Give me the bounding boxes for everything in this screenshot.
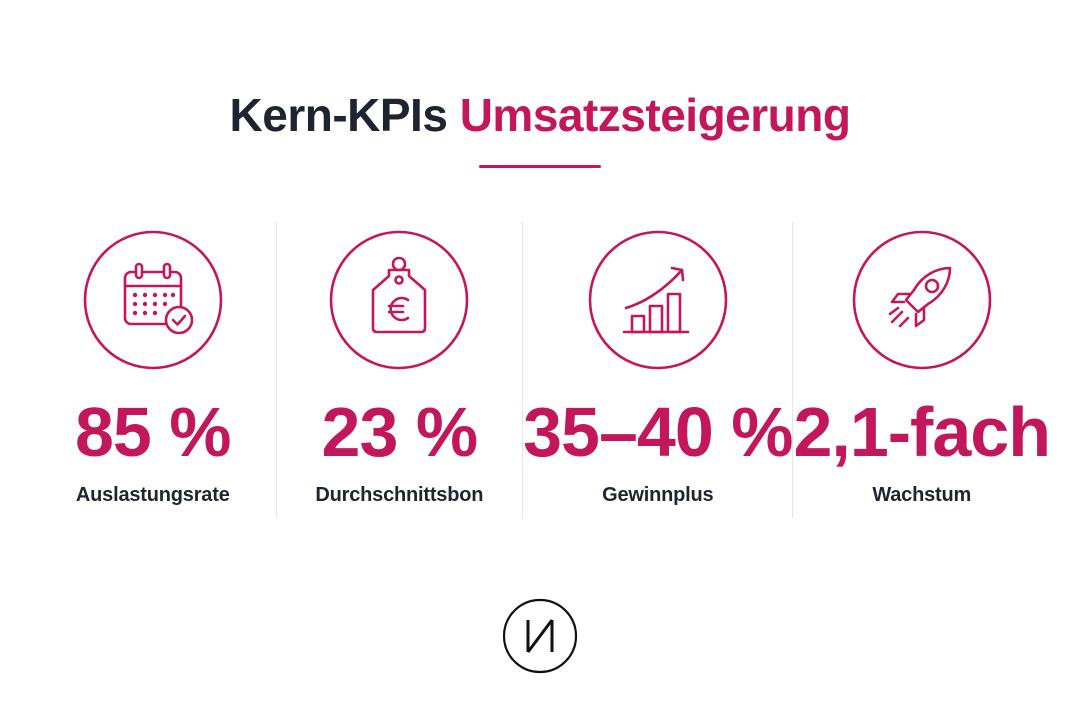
kpi-card-auslastungsrate: 85 % Auslastungsrate	[30, 222, 276, 518]
title-main: Kern-KPIs	[229, 89, 448, 141]
kpi-card-gewinnplus: 35–40 % Gewinnplus	[522, 222, 793, 518]
calendar-check-icon	[83, 230, 223, 370]
kpi-card-durchschnittsbon: 23 % Durchschnittsbon	[275, 222, 523, 518]
title-underline	[479, 165, 601, 168]
kpi-label: Gewinnplus	[602, 484, 714, 506]
kpi-label: Durchschnittsbon	[315, 484, 484, 506]
kpi-value: 2,1-fach	[793, 393, 1051, 471]
growth-chart-icon	[588, 230, 728, 370]
kpi-value: 85 %	[74, 393, 232, 471]
title-accent: Umsatzsteigerung	[459, 89, 851, 141]
kpi-label: Wachstum	[872, 484, 972, 506]
euro-price-tag-icon	[329, 230, 469, 370]
kpi-card-wachstum: 2,1-fach Wachstum	[792, 222, 1051, 518]
page-title: Kern-KPIs Umsatzsteigerung	[0, 88, 1080, 142]
rocket-icon	[852, 230, 992, 370]
kpi-row: 85 % Auslastungsrate 23 % Durchschnittsb…	[30, 222, 1051, 518]
kpi-value: 35–40 %	[523, 393, 793, 471]
kpi-value: 23 %	[321, 393, 479, 471]
kpi-label: Auslastungsrate	[75, 484, 230, 506]
brand-logo-icon	[502, 598, 578, 674]
